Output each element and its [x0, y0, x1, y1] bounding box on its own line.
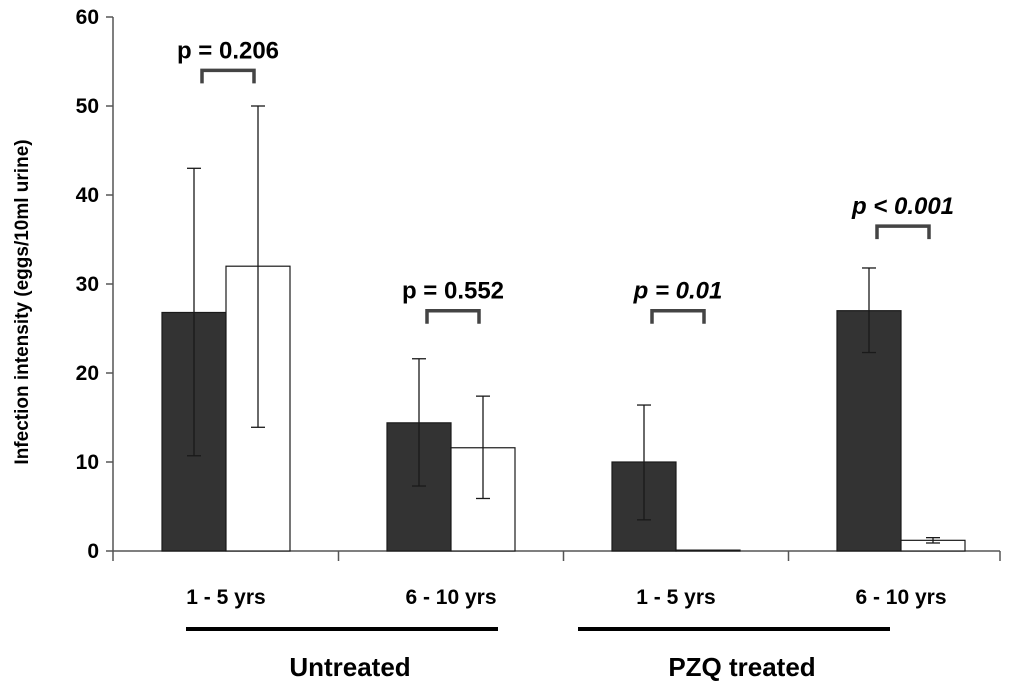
significance-bracket	[425, 308, 481, 324]
y-tick-label: 50	[76, 95, 99, 118]
y-tick-label: 60	[76, 6, 99, 29]
y-axis-label: Infection intensity (eggs/10ml urine)	[12, 139, 33, 464]
y-tick-label: 10	[76, 451, 99, 474]
y-tick-label: 20	[76, 362, 99, 385]
significance-bracket	[650, 308, 706, 324]
category-label: 1 - 5 yrs	[636, 586, 715, 609]
category-label: 6 - 10 yrs	[405, 586, 496, 609]
group-label: PZQ treated	[668, 652, 815, 682]
bar-series-2	[675, 549, 741, 552]
p-value-label: p = 0.01	[633, 278, 723, 305]
significance-bracket	[200, 68, 256, 84]
p-value-label: p < 0.001	[851, 193, 954, 220]
category-label: 6 - 10 yrs	[855, 586, 946, 609]
p-value-label: p = 0.206	[177, 37, 279, 64]
y-tick-label: 0	[87, 540, 99, 563]
y-tick-label: 30	[76, 273, 99, 296]
p-value-label: p = 0.552	[402, 278, 504, 305]
y-tick-label: 40	[76, 184, 99, 207]
group-label: Untreated	[289, 652, 410, 682]
category-label: 1 - 5 yrs	[186, 586, 265, 609]
significance-bracket	[875, 224, 931, 240]
